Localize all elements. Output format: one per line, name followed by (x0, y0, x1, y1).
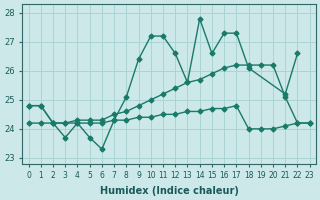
X-axis label: Humidex (Indice chaleur): Humidex (Indice chaleur) (100, 186, 239, 196)
